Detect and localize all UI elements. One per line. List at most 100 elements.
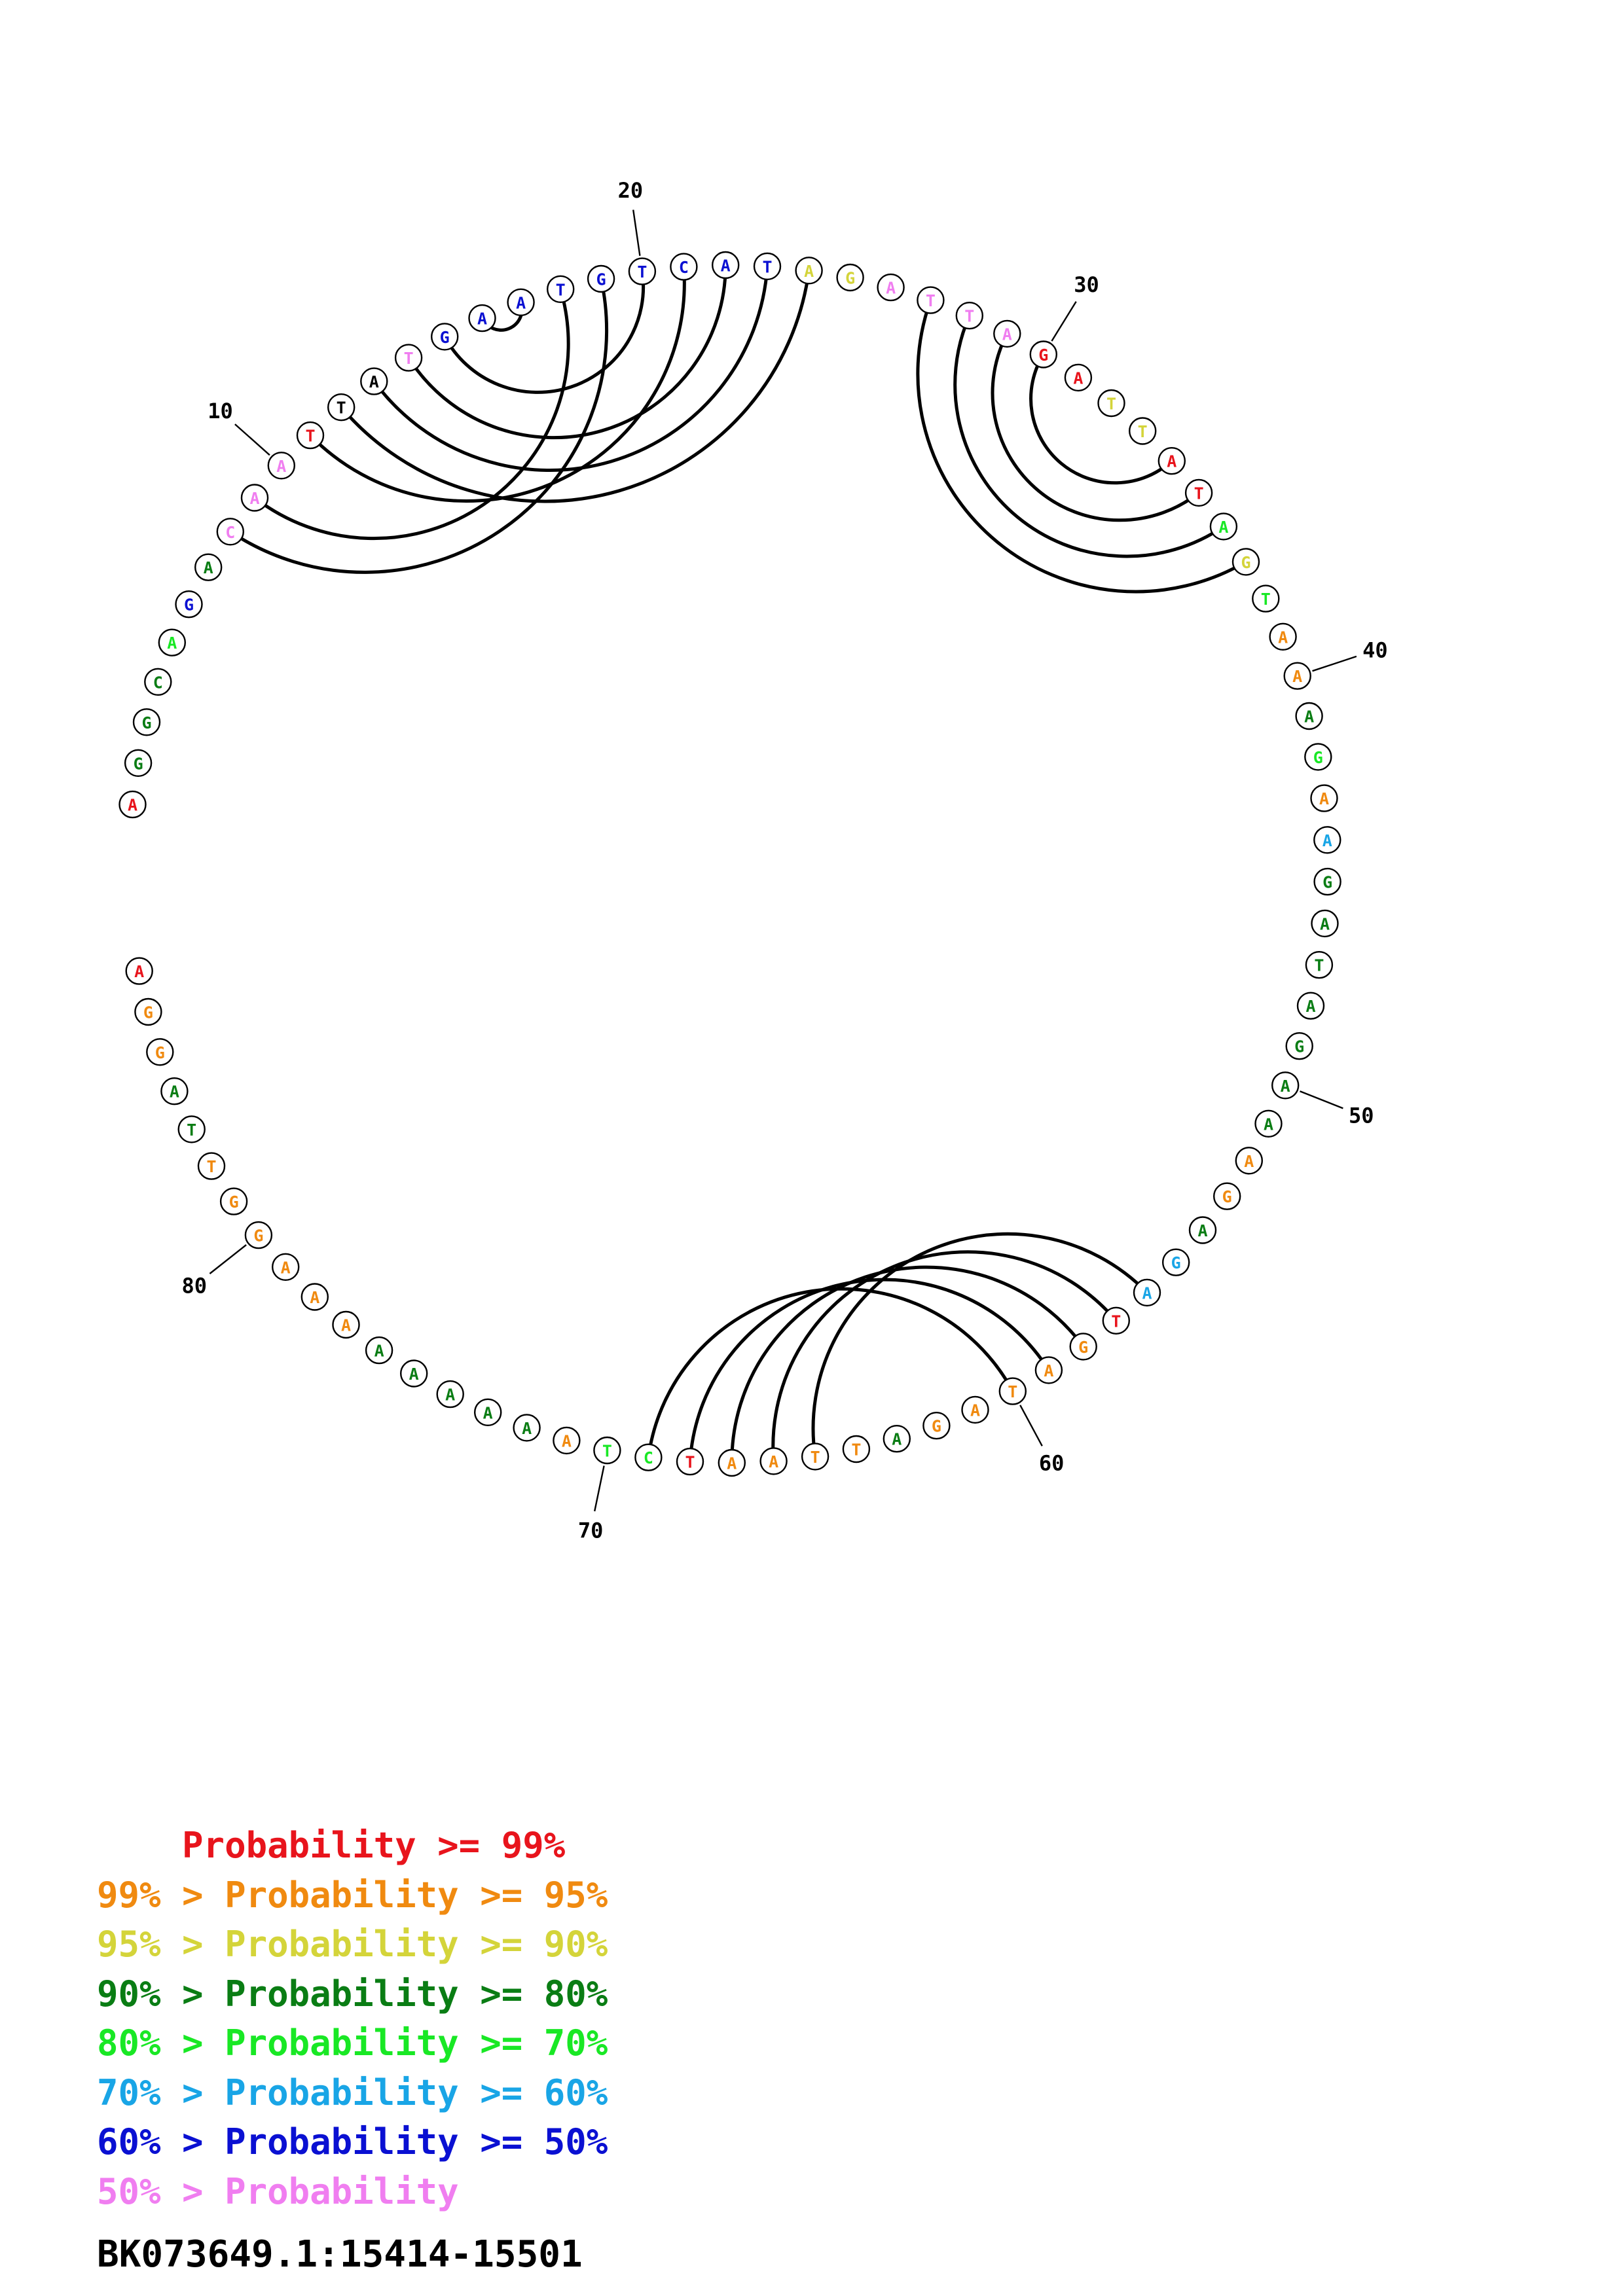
legend-label: Probability bbox=[225, 2170, 459, 2212]
nucleotide: T bbox=[917, 286, 945, 314]
legend-threshold: 95% > bbox=[97, 1924, 225, 1965]
nucleotide-circle bbox=[676, 1447, 704, 1476]
legend-label: Probability >= 60% bbox=[225, 2072, 608, 2113]
nucleotide-circle bbox=[1133, 1278, 1161, 1307]
base-pair-arc bbox=[688, 1278, 1051, 1462]
nucleotide-circle bbox=[883, 1424, 911, 1453]
probability-legend: Probability >= 99% 99% > Probability >= 9… bbox=[97, 1821, 608, 2216]
nucleotide-letter: A bbox=[204, 558, 213, 577]
nucleotide-letter: A bbox=[128, 796, 137, 815]
position-tick-label: 50 bbox=[1349, 1103, 1374, 1128]
nucleotide-letter: T bbox=[926, 291, 936, 310]
nucleotide-circle bbox=[125, 957, 153, 985]
nucleotide: G bbox=[219, 1187, 248, 1215]
nucleotide-letter: A bbox=[167, 634, 177, 653]
nucleotide: A bbox=[160, 1077, 189, 1105]
nucleotide: C bbox=[216, 518, 244, 546]
nucleotide: G bbox=[1161, 1248, 1190, 1276]
nucleotide-circle bbox=[1213, 1182, 1241, 1210]
nucleotide-letter: A bbox=[892, 1430, 902, 1449]
legend-row: 50% > Probability bbox=[97, 2167, 608, 2217]
nucleotide: T bbox=[1252, 584, 1280, 613]
nucleotide-circle bbox=[194, 553, 223, 581]
nucleotide-circle bbox=[1285, 1031, 1313, 1060]
nucleotide-letter: G bbox=[596, 270, 606, 289]
base-pair-arcs bbox=[229, 264, 1247, 1463]
sequence-id-label: BK073649.1:15414-15501 bbox=[97, 2233, 583, 2276]
nucleotide-circle bbox=[1184, 478, 1213, 507]
nucleotide-letter: C bbox=[679, 258, 689, 277]
nucleotide: A bbox=[1311, 909, 1339, 938]
base-pair-arc bbox=[953, 315, 1225, 558]
nucleotide: G bbox=[1304, 743, 1332, 771]
nucleotide: A bbox=[553, 1426, 581, 1455]
nucleotide-letter: A bbox=[281, 1258, 291, 1277]
nucleotide-circle bbox=[1102, 1306, 1131, 1335]
nucleotide-circle bbox=[158, 628, 186, 656]
base-pair-arc bbox=[916, 299, 1247, 594]
position-tick-label: 40 bbox=[1362, 637, 1388, 662]
nucleotide-letter: A bbox=[445, 1386, 455, 1405]
nucleotide: G bbox=[132, 708, 161, 736]
nucleotide-letter: T bbox=[964, 307, 974, 326]
nucleotide-letter: A bbox=[804, 262, 814, 281]
nucleotide: A bbox=[1295, 702, 1323, 730]
nucleotide-circle bbox=[272, 1253, 300, 1282]
nucleotide-circle bbox=[998, 1377, 1027, 1405]
nucleotide-circle bbox=[124, 749, 153, 778]
nucleotide: T bbox=[998, 1377, 1027, 1405]
base-pair-arc bbox=[771, 1250, 1118, 1462]
nucleotide: A bbox=[1235, 1147, 1264, 1175]
nucleotide-circle bbox=[1304, 743, 1332, 771]
nucleotide: T bbox=[547, 275, 575, 303]
nucleotide-circle bbox=[365, 1336, 393, 1365]
nucleotide-letter: T bbox=[1106, 395, 1116, 414]
nucleotide-letter: T bbox=[1111, 1312, 1121, 1331]
nucleotide-letter: G bbox=[253, 1227, 263, 1246]
legend-threshold: 99% > bbox=[97, 1874, 225, 1916]
nucleotide-circle bbox=[553, 1426, 581, 1455]
nucleotide-letter: A bbox=[522, 1419, 532, 1438]
legend-label: Probability >= 90% bbox=[225, 1924, 608, 1965]
position-tick-label: 10 bbox=[208, 399, 233, 423]
legend-threshold: 80% > bbox=[97, 2022, 225, 2064]
nucleotide: A bbox=[436, 1380, 464, 1408]
nucleotide-letter: T bbox=[337, 399, 346, 418]
nucleotide-circle bbox=[1161, 1248, 1190, 1276]
nucleotide-letter: G bbox=[1241, 553, 1250, 572]
nucleotide: A bbox=[360, 367, 388, 395]
nucleotide-circle bbox=[144, 668, 172, 696]
nucleotide-circle bbox=[1029, 340, 1058, 368]
nucleotide-circle bbox=[1311, 909, 1339, 938]
position-tick-line bbox=[234, 423, 270, 456]
nucleotide: T bbox=[955, 302, 984, 330]
base-pair-arc bbox=[1029, 353, 1173, 485]
nucleotide: T bbox=[394, 344, 423, 372]
nucleotide-circle bbox=[1271, 1071, 1300, 1100]
nucleotide: C bbox=[634, 1443, 663, 1471]
nucleotide: G bbox=[124, 749, 153, 778]
nucleotide-letter: A bbox=[374, 1342, 384, 1361]
nucleotide-circle bbox=[394, 344, 423, 372]
nucleotide: A bbox=[365, 1336, 393, 1365]
nucleotide-circle bbox=[327, 393, 356, 422]
nucleotide: G bbox=[922, 1411, 951, 1440]
nucleotide-circle bbox=[132, 708, 161, 736]
position-tick-line bbox=[594, 1465, 605, 1512]
nucleotide: G bbox=[1029, 340, 1058, 368]
nucleotide: A bbox=[711, 251, 740, 279]
nucleotide-letter: G bbox=[1222, 1187, 1232, 1206]
nucleotide-letter: A bbox=[1073, 368, 1083, 387]
nucleotide-letter: G bbox=[143, 1003, 153, 1022]
nucleotide: T bbox=[296, 421, 325, 450]
nucleotide: T bbox=[628, 257, 657, 285]
nucleotide-circle bbox=[1313, 826, 1341, 854]
legend-row: 60% > Probability >= 50% bbox=[97, 2117, 608, 2167]
nucleotide-letter: T bbox=[404, 349, 414, 368]
base-pair-arc bbox=[991, 332, 1200, 522]
nucleotide: A bbox=[194, 553, 223, 581]
nucleotide: T bbox=[1305, 950, 1334, 979]
nucleotide-circle bbox=[400, 1359, 428, 1388]
nucleotide-letter: C bbox=[644, 1448, 653, 1467]
